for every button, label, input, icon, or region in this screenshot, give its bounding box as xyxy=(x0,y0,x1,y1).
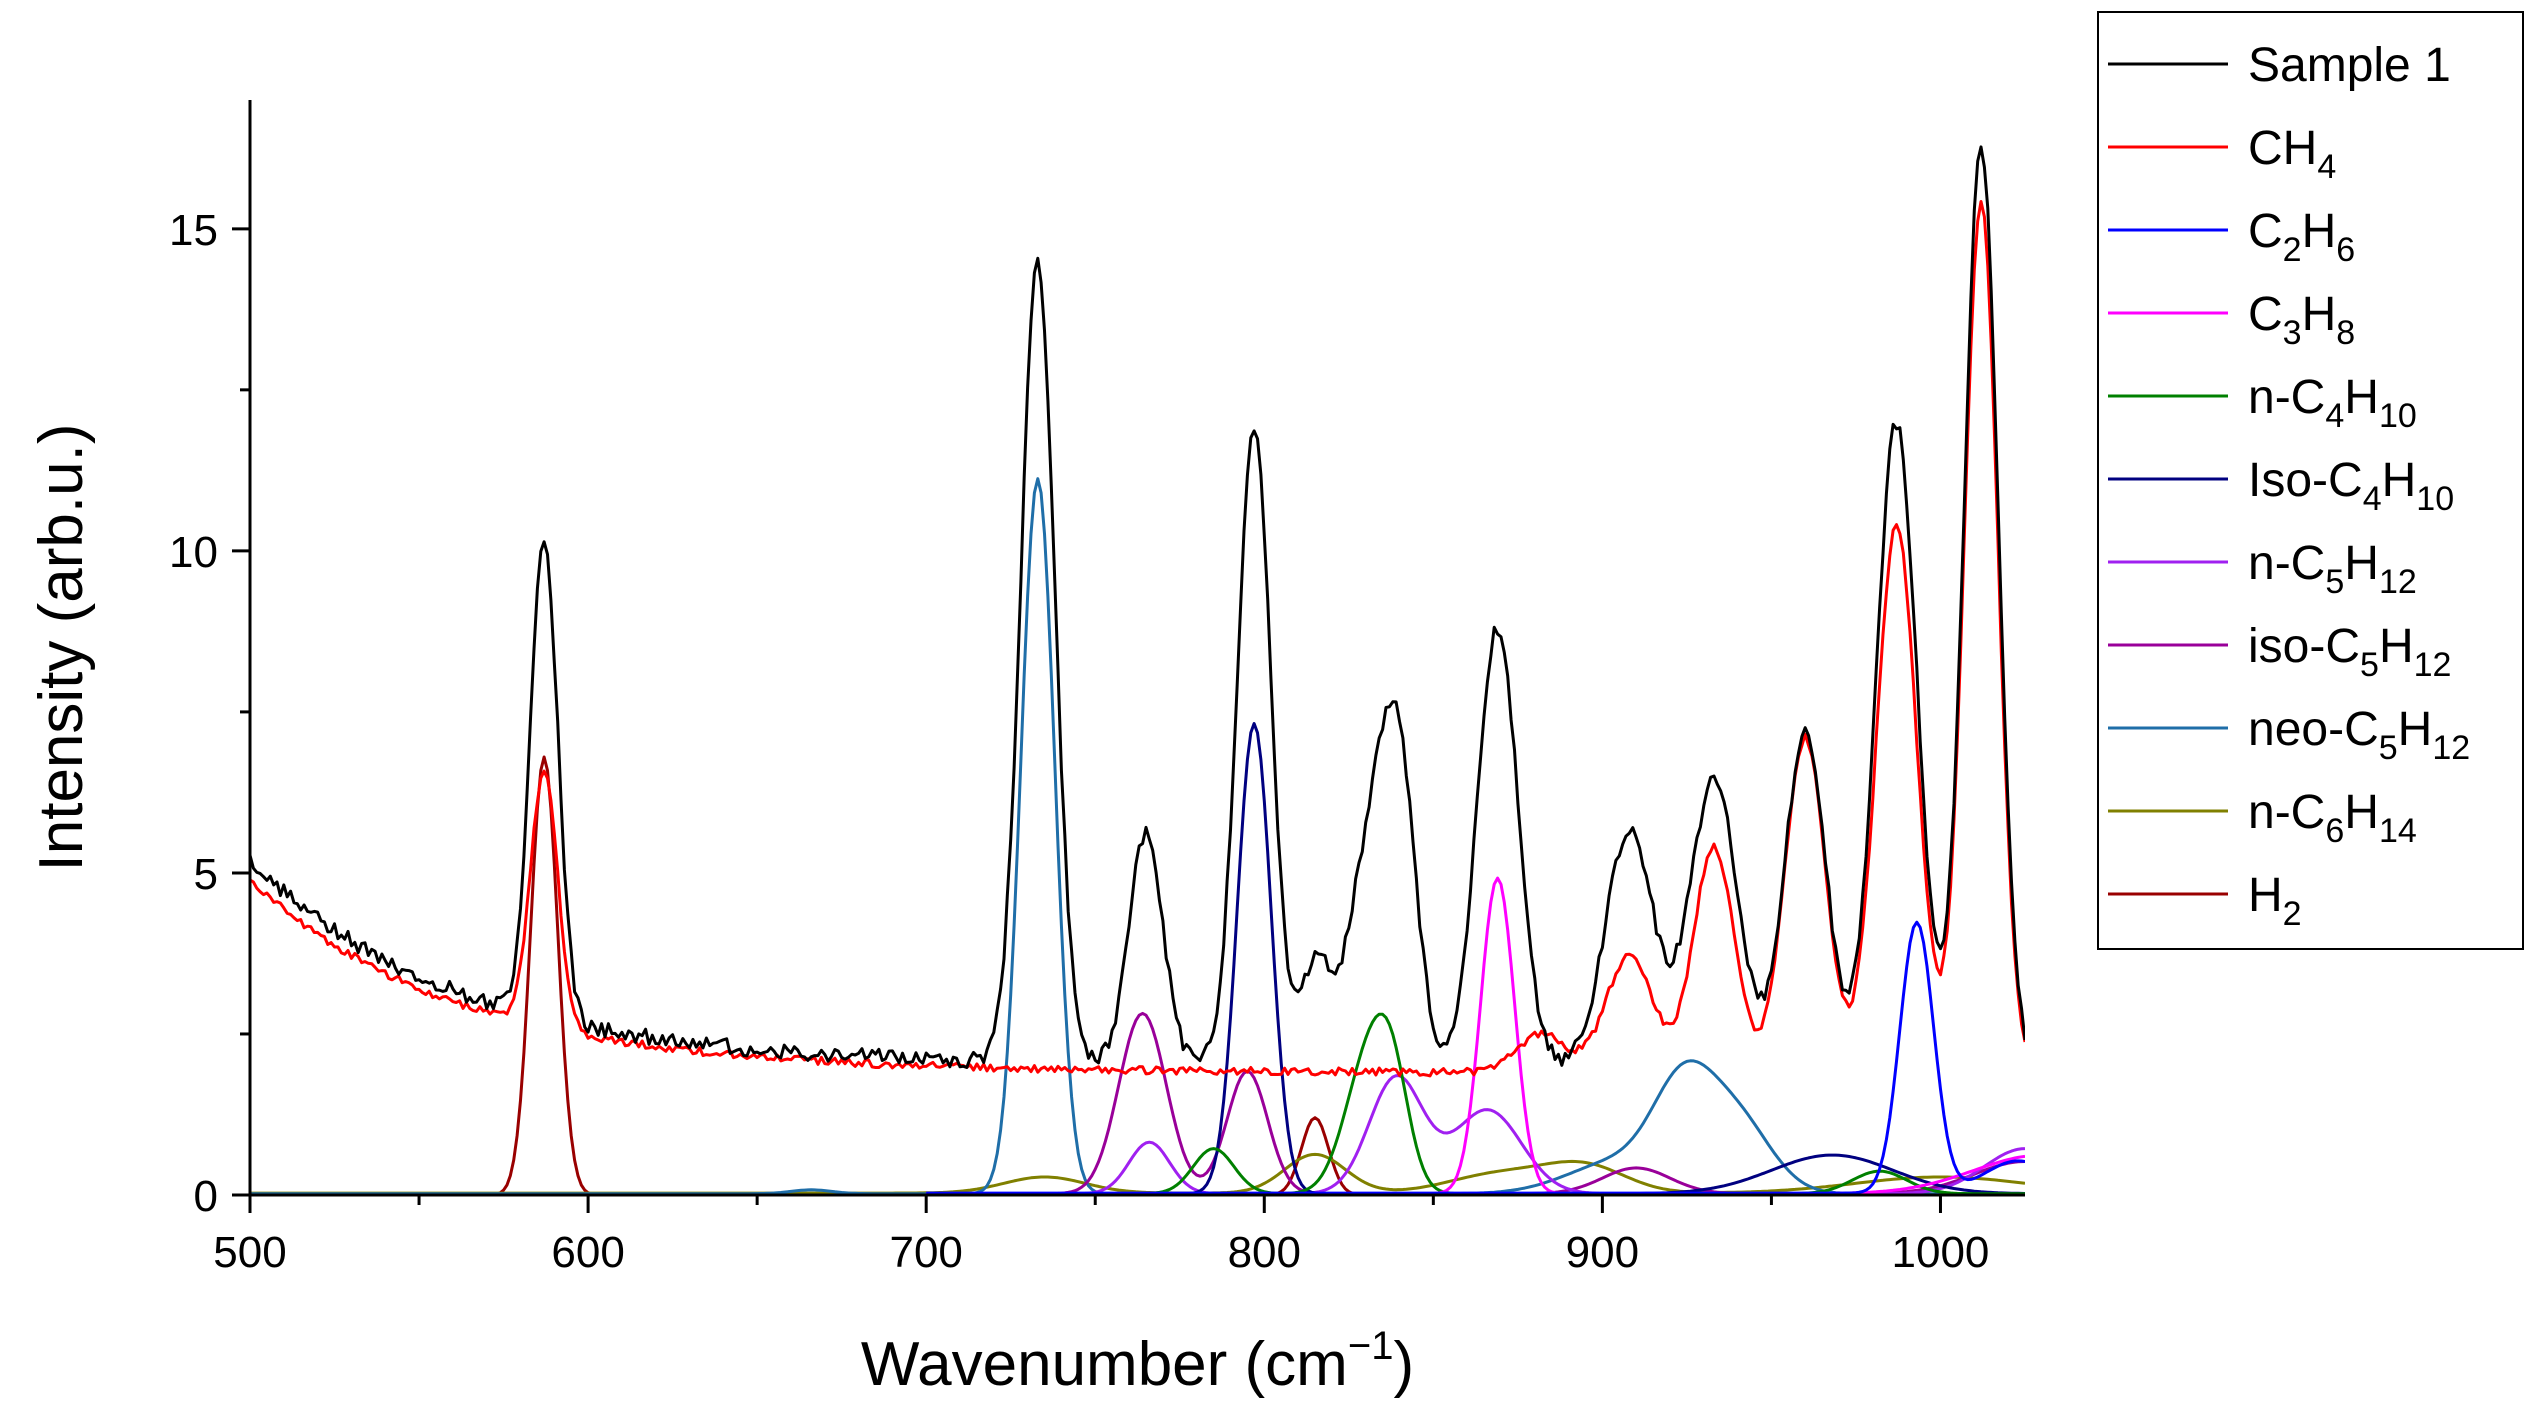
legend-label: H2 xyxy=(2248,869,2302,933)
legend-label: n-C4H10 xyxy=(2248,371,2417,435)
x-tick-label: 700 xyxy=(889,1228,962,1277)
legend: Sample 1 CH4 C2H6 C3H8 n-C4H10 Iso-C4H10 n-C5H… xyxy=(2097,11,2524,950)
y-tick-label: 5 xyxy=(194,850,218,899)
legend-label: n-C5H12 xyxy=(2248,537,2417,601)
series-line-sample-1 xyxy=(250,145,2025,1069)
series-line-c2h6 xyxy=(926,920,2025,1195)
x-tick-label: 900 xyxy=(1566,1228,1639,1277)
y-axis-title: Intensity (arb.u.) xyxy=(27,424,96,872)
legend-label: CH4 xyxy=(2248,122,2336,186)
legend-label: neo-C5H12 xyxy=(2248,703,2470,767)
series-line-neo-c5h12 xyxy=(250,477,2025,1195)
legend-label: C2H6 xyxy=(2248,205,2355,269)
plot-series-group xyxy=(250,145,2025,1195)
y-tick-label: 0 xyxy=(194,1172,218,1221)
x-tick-label: 1000 xyxy=(1892,1228,1990,1277)
y-tick-label: 15 xyxy=(169,206,218,255)
legend-label: iso-C5H12 xyxy=(2248,620,2451,684)
axes-group: 500 600 700 800 900 1000 0 5 10 15 Wavenumber (cm−… xyxy=(27,100,2025,1399)
x-tick-label: 600 xyxy=(551,1228,624,1277)
x-tick-label: 800 xyxy=(1228,1228,1301,1277)
series-line-n-c4h10 xyxy=(926,1012,2025,1195)
legend-label: C3H8 xyxy=(2248,288,2355,352)
legend-label: n-C6H14 xyxy=(2248,786,2417,850)
legend-label: Iso-C4H10 xyxy=(2248,454,2454,518)
series-line-ch4 xyxy=(250,200,2025,1078)
legend-label: Sample 1 xyxy=(2248,39,2451,92)
y-tick-label: 10 xyxy=(169,528,218,577)
x-tick-label: 500 xyxy=(213,1228,286,1277)
x-axis-title: Wavenumber (cm−1) xyxy=(861,1324,1414,1399)
series-line-iso-c5h12 xyxy=(926,1011,2025,1195)
